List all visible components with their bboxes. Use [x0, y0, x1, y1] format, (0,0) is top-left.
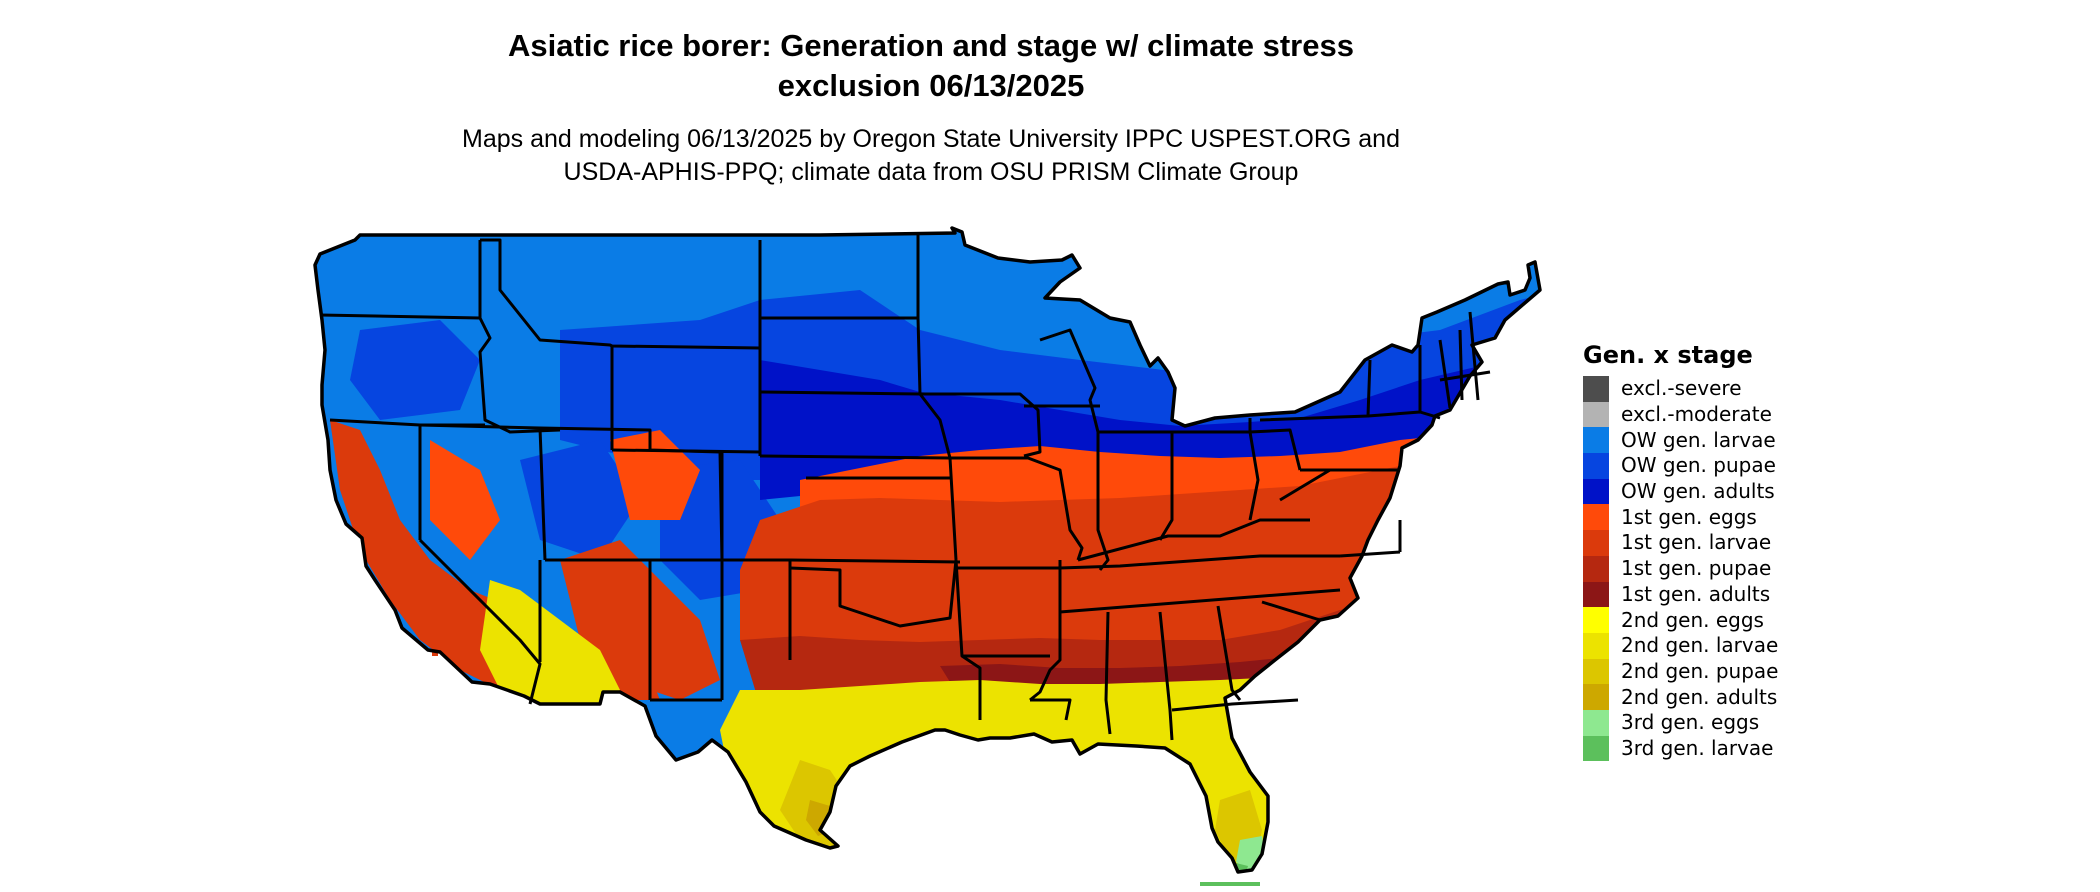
legend-label: excl.-moderate	[1621, 402, 1772, 427]
legend-label: 1st gen. eggs	[1621, 504, 1757, 529]
legend-swatch	[1583, 735, 1609, 762]
legend-item: OW gen. pupae	[1583, 453, 1883, 479]
legend-item: OW gen. larvae	[1583, 427, 1883, 454]
legend-swatch	[1583, 709, 1609, 736]
legend-title: Gen. x stage	[1583, 341, 1753, 369]
zone-2nd-larvae-arizona	[480, 580, 620, 704]
legend-item: 1st gen. eggs	[1583, 504, 1883, 531]
zone-1st-eggs-nevada	[610, 430, 700, 520]
legend-label: 2nd gen. larvae	[1621, 633, 1779, 658]
legend-item: 2nd gen. eggs	[1583, 607, 1883, 633]
map-legend: Gen. x stage excl.-severe excl.-moderate O…	[1583, 340, 1883, 762]
stage-zones	[315, 228, 1540, 872]
legend-item: 1st gen. adults	[1583, 581, 1883, 608]
legend-item: excl.-severe	[1583, 376, 1883, 402]
zone-1st-larvae-west	[330, 420, 660, 700]
legend-items: excl.-severe excl.-moderate OW gen. larvae…	[1583, 376, 1883, 762]
legend-item: 2nd gen. larvae	[1583, 632, 1883, 659]
zone-2nd-larvae	[720, 676, 1330, 872]
legend-label: OW gen. adults	[1621, 479, 1775, 504]
legend-item: 1st gen. pupae	[1583, 555, 1883, 582]
legend-label: OW gen. larvae	[1621, 427, 1776, 452]
legend-item: 1st gen. larvae	[1583, 530, 1883, 556]
zone-ow-pupae-great-basin	[520, 440, 640, 560]
map-title-line-2: exclusion 06/13/2025	[777, 68, 1085, 103]
legend-item: 3rd gen. larvae	[1583, 735, 1883, 762]
legend-label: 1st gen. larvae	[1621, 530, 1772, 555]
map-subtitle-line-2: USDA-APHIS-PPQ; climate data from OSU PR…	[563, 158, 1299, 186]
legend-swatch	[1583, 401, 1609, 428]
legend-item: 2nd gen. adults	[1583, 684, 1883, 710]
legend-swatch	[1583, 427, 1609, 454]
legend-swatch	[1583, 632, 1609, 659]
legend-swatch	[1583, 607, 1609, 633]
legend-label: 1st gen. pupae	[1621, 556, 1772, 581]
legend-label: 1st gen. adults	[1621, 581, 1771, 606]
legend-item: OW gen. adults	[1583, 478, 1883, 505]
florida-keys-specks	[1200, 882, 1260, 886]
map-title-line-1: Asiatic rice borer: Generation and stage…	[508, 28, 1354, 63]
legend-swatch	[1583, 530, 1609, 556]
legend-swatch	[1583, 376, 1609, 402]
legend-label: 3rd gen. eggs	[1621, 710, 1760, 735]
legend-swatch	[1583, 581, 1609, 608]
zone-1st-eggs-west	[430, 440, 500, 560]
legend-swatch	[1583, 478, 1609, 505]
map-subtitle-line-1: Maps and modeling 06/13/2025 by Oregon S…	[462, 125, 1400, 153]
legend-label: 3rd gen. larvae	[1621, 735, 1774, 760]
legend-swatch	[1583, 684, 1609, 710]
legend-item: excl.-moderate	[1583, 401, 1883, 428]
legend-item: 2nd gen. pupae	[1583, 658, 1883, 685]
legend-swatch	[1583, 453, 1609, 479]
legend-swatch	[1583, 504, 1609, 531]
legend-item: 3rd gen. eggs	[1583, 709, 1883, 736]
legend-label: 2nd gen. adults	[1621, 684, 1778, 709]
legend-label: 2nd gen. pupae	[1621, 658, 1779, 683]
zone-ow-pupae-west	[350, 320, 480, 420]
legend-swatch	[1583, 658, 1609, 685]
legend-label: excl.-severe	[1621, 376, 1742, 401]
legend-label: 2nd gen. eggs	[1621, 607, 1764, 632]
legend-label: OW gen. pupae	[1621, 453, 1776, 478]
state-borders	[319, 232, 1491, 741]
legend-swatch	[1583, 555, 1609, 582]
